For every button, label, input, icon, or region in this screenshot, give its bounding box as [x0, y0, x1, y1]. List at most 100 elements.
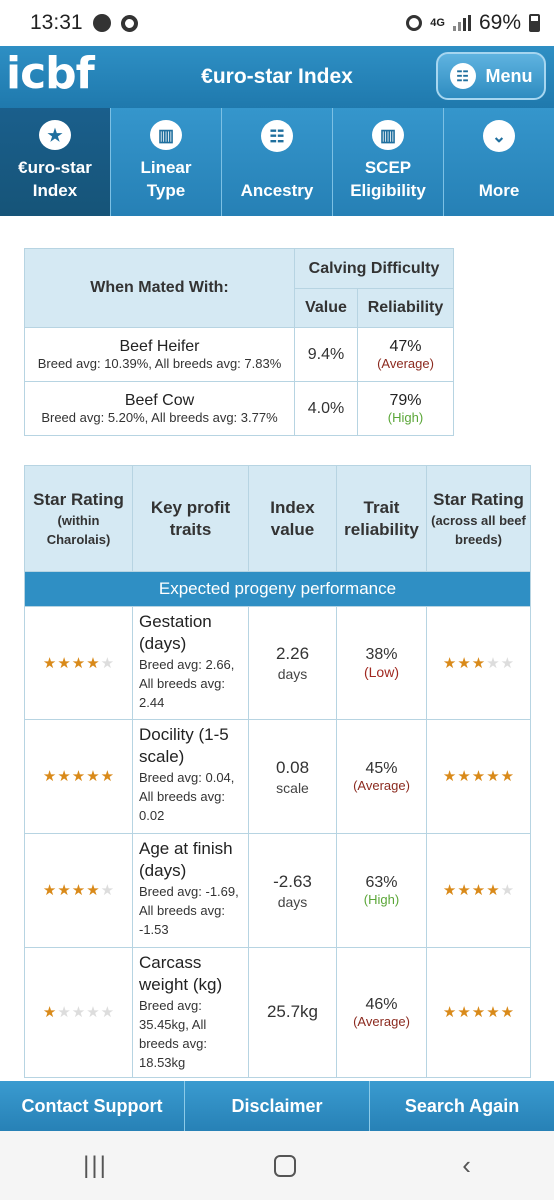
- star-icon: ★: [71, 882, 86, 899]
- star-rating: ★ ★ ★ ★ ★: [25, 656, 132, 671]
- table-row: ★ ★ ★ ★ ★ Gestation (days) Breed avg: 2.66, Al…: [24, 606, 531, 720]
- sitemap-icon: ☷: [261, 120, 293, 152]
- table-row: ★ ★ ★ ★ ★ Docility (1-5 scale) Breed avg: 0.04…: [24, 719, 531, 834]
- star-icon: ★: [57, 654, 71, 672]
- bar-chart-icon: ▥: [150, 120, 182, 150]
- header-trait-reliability: Trait reliability: [336, 465, 427, 572]
- star-icon: ★: [471, 654, 486, 672]
- bar-chart-icon: ▥: [372, 120, 404, 150]
- header-sub: (across all beef breeds): [431, 512, 526, 547]
- recent-apps-icon[interactable]: |||: [83, 1151, 108, 1179]
- star-icon: ★: [71, 654, 86, 672]
- header-text: Star Rating: [433, 489, 524, 509]
- sitemap-icon: ☷: [449, 63, 476, 89]
- star-rating: ★ ★ ★ ★ ★: [25, 769, 132, 784]
- table-row: Beef Cow Breed avg: 5.20%, All breeds avg…: [24, 381, 454, 436]
- trait-avg: Breed avg: 2.66, All breeds avg: 2.44: [139, 657, 235, 710]
- tab-ancestry[interactable]: ☷ Ancestry: [222, 108, 333, 216]
- index-value: -2.63: [273, 871, 312, 891]
- star-icon: ★: [442, 768, 457, 785]
- search-again-button[interactable]: Search Again: [370, 1081, 554, 1131]
- header-star-across: Star Rating (across all beef breeds): [426, 465, 531, 572]
- tab-more[interactable]: ⌄ More: [444, 108, 554, 216]
- reliability-label: (Average): [353, 1014, 410, 1029]
- tab-label: SCEP Eligibility: [350, 158, 426, 200]
- contact-support-button[interactable]: Contact Support: [0, 1081, 185, 1131]
- home-icon[interactable]: [274, 1154, 296, 1177]
- breed-avg: Breed avg: 10.39%, All breeds avg: 7.83%: [37, 356, 282, 371]
- header-value: Value: [294, 288, 358, 328]
- trait-avg: Breed avg: -1.69, All breeds avg: -1.53: [139, 884, 239, 937]
- star-rating-table: Star Rating (within Charolais) Key profit…: [24, 465, 531, 1078]
- star-icon: ★: [457, 882, 471, 899]
- index-unit: days: [277, 893, 308, 910]
- star-icon: ★: [42, 654, 57, 672]
- calving-value: 4.0%: [294, 381, 358, 436]
- battery-percent: 69%: [478, 11, 521, 34]
- star-icon: ★: [500, 654, 515, 672]
- trait-reliability: 38%: [365, 646, 398, 663]
- star-icon: ★: [486, 654, 500, 672]
- star-icon: ★: [42, 1004, 57, 1021]
- tab-eurostar-index[interactable]: ★ €uro-star Index: [0, 108, 111, 216]
- star-icon: ★: [86, 882, 100, 899]
- trait-avg: Breed avg: 0.04, All breeds avg: 0.02: [139, 770, 235, 823]
- star-icon: ★: [471, 768, 486, 785]
- tab-bar: ★ €uro-star Index ▥ Linear Type ☷ Ancest…: [0, 108, 554, 216]
- header-index-value: Index value: [248, 465, 337, 572]
- back-icon[interactable]: ‹: [462, 1150, 471, 1180]
- star-icon: ★: [486, 1004, 500, 1021]
- status-bar: 13:31 4G 69%: [0, 0, 554, 46]
- calving-value: 9.4%: [294, 327, 358, 382]
- star-icon: ★: [100, 654, 115, 672]
- disclaimer-button[interactable]: Disclaimer: [185, 1081, 370, 1131]
- star-rating: ★ ★ ★ ★ ★: [25, 883, 132, 898]
- star-icon: ★: [86, 654, 100, 672]
- star-icon: ★: [86, 1004, 100, 1021]
- reliability-label: (Average): [377, 356, 434, 371]
- star-icon: ★: [57, 882, 71, 899]
- header-mated-with: When Mated With:: [24, 248, 295, 328]
- reliability-value: 47%: [389, 338, 422, 355]
- tab-linear-type[interactable]: ▥ Linear Type: [111, 108, 222, 216]
- star-icon: ★: [86, 768, 100, 785]
- icbf-logo[interactable]: icbf: [6, 48, 95, 99]
- star-icon: ★: [42, 768, 57, 785]
- index-value: 0.08: [275, 757, 310, 777]
- star-icon: ★: [39, 120, 71, 150]
- star-icon: ★: [442, 882, 457, 899]
- footer-bar: Contact Support Disclaimer Search Again: [0, 1081, 554, 1131]
- star-rating: ★ ★ ★ ★ ★: [427, 769, 530, 784]
- star-icon: ★: [500, 1004, 515, 1021]
- network-label: 4G: [430, 17, 445, 29]
- index-value: 2.26: [275, 644, 310, 663]
- header-text: Star Rating: [33, 489, 124, 509]
- star-icon: ★: [57, 1004, 71, 1021]
- star-icon: ★: [42, 882, 57, 899]
- star-icon: ★: [500, 768, 515, 785]
- table-row: ★ ★ ★ ★ ★ Carcass weight (kg) Breed avg: 35.45…: [24, 947, 531, 1078]
- signal-icon: [452, 15, 471, 31]
- star-rating: ★ ★ ★ ★ ★: [427, 883, 530, 898]
- breed-avg: Breed avg: 5.20%, All breeds avg: 3.77%: [41, 410, 278, 425]
- star-rating: ★ ★ ★ ★ ★: [427, 656, 530, 671]
- tab-scep-eligibility[interactable]: ▥ SCEP Eligibility: [333, 108, 444, 216]
- section-band: Expected progeny performance: [24, 571, 531, 607]
- menu-label: Menu: [485, 65, 533, 86]
- star-icon: ★: [457, 768, 471, 785]
- trait-reliability: 63%: [365, 874, 398, 891]
- app-header: icbf €uro-star Index ☷ Menu: [0, 46, 554, 108]
- star-icon: ★: [486, 768, 500, 785]
- star-icon: ★: [57, 768, 71, 785]
- calving-difficulty-table: When Mated With: Calving Difficulty Valu…: [24, 248, 454, 436]
- star-icon: ★: [486, 882, 500, 899]
- menu-button[interactable]: ☷ Menu: [436, 52, 546, 100]
- trait-name: Carcass weight (kg): [139, 953, 223, 994]
- index-value: 25.7kg: [266, 1001, 319, 1021]
- trait-avg: Breed avg: 35.45kg, All breeds avg: 18.5…: [139, 998, 207, 1070]
- star-icon: ★: [442, 654, 457, 672]
- trait-name: Docility (1-5 scale): [139, 725, 229, 766]
- star-icon: ★: [471, 1004, 486, 1021]
- trait-reliability: 46%: [365, 996, 398, 1013]
- star-icon: ★: [100, 1004, 115, 1021]
